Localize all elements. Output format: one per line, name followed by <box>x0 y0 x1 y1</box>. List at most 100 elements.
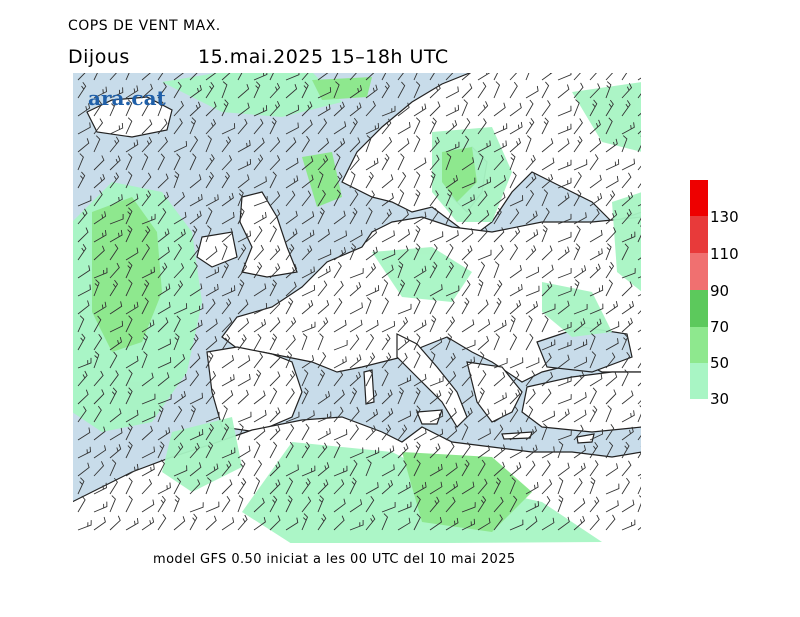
wind-barb <box>221 72 232 81</box>
wind-barb <box>173 81 182 99</box>
wind-barb <box>509 81 518 99</box>
wind-barb <box>397 122 411 135</box>
wind-barb <box>173 516 186 531</box>
wind-barb <box>221 496 231 513</box>
wind-barb <box>541 410 555 423</box>
wind-barb <box>173 353 186 369</box>
wind-barb <box>381 174 394 189</box>
wind-barb <box>493 154 504 171</box>
wind-barb <box>77 171 86 189</box>
forecast-day: Dijous <box>68 46 130 68</box>
wind-barb <box>461 518 476 531</box>
wind-barb <box>205 515 217 531</box>
wind-barb <box>157 228 170 243</box>
wind-barb <box>541 100 551 117</box>
wind-barb <box>317 428 331 441</box>
wind-barb <box>397 375 412 387</box>
wind-barb <box>77 315 85 333</box>
wind-barb <box>637 495 642 513</box>
wind-barb <box>221 333 231 351</box>
wind-barb <box>221 517 235 531</box>
wind-barb <box>365 514 376 531</box>
wind-barb <box>461 423 469 441</box>
wind-barb <box>77 122 91 135</box>
wind-barb <box>493 123 508 135</box>
wind-barb <box>205 501 220 513</box>
wind-barb <box>285 210 298 225</box>
wind-barb <box>525 135 532 153</box>
wind-barb <box>589 138 602 153</box>
wind-barb <box>141 411 156 423</box>
wind-barb <box>381 369 389 387</box>
wind-barb <box>269 137 281 153</box>
wind-barb <box>605 321 620 333</box>
wind-barb <box>93 351 100 369</box>
wind-barb <box>573 243 581 261</box>
wind-barb <box>189 462 202 477</box>
wind-barb <box>205 266 220 279</box>
wind-barb <box>413 513 421 531</box>
wind-barb <box>109 87 124 99</box>
wind-barb <box>525 333 534 351</box>
wind-barb <box>573 136 583 153</box>
wind-barb <box>509 477 516 495</box>
wind-barb <box>157 482 171 495</box>
wind-barb <box>477 101 489 117</box>
sicily <box>416 409 443 425</box>
wind-barb <box>381 192 394 207</box>
wind-barb <box>157 136 168 153</box>
wind-barb <box>541 245 553 261</box>
wind-barb <box>317 514 327 531</box>
iberia <box>206 346 303 433</box>
wind-barb <box>621 158 635 171</box>
wind-barb <box>477 387 485 405</box>
wind-barb <box>221 355 235 369</box>
wind-barb <box>157 317 169 333</box>
wind-barb <box>317 87 332 99</box>
gust-zones-50-70 <box>92 77 532 532</box>
wind-barb <box>557 192 570 207</box>
wind-barb <box>301 321 316 333</box>
wind-barb <box>77 195 92 207</box>
wind-barb <box>301 284 316 297</box>
wind-barb <box>317 495 324 513</box>
wind-barb <box>461 502 476 513</box>
wind-barb <box>413 387 421 405</box>
wind-barb <box>541 225 548 243</box>
wind-barb <box>605 138 618 153</box>
wind-barb <box>109 155 121 171</box>
wind-barb <box>77 284 91 297</box>
wind-barb <box>477 118 487 135</box>
wind-barb <box>77 462 90 477</box>
wind-barb <box>125 85 139 99</box>
wind-barb <box>429 376 444 387</box>
wind-barb <box>333 319 347 333</box>
wind-barb <box>221 212 235 225</box>
wind-barb <box>317 118 328 135</box>
wind-barb <box>333 172 343 189</box>
wind-barb <box>525 315 533 333</box>
wind-barb <box>381 81 390 99</box>
wind-barb <box>573 515 586 531</box>
wind-barb <box>637 164 642 171</box>
wind-barb <box>605 352 616 369</box>
wind-barb <box>493 280 503 297</box>
wind-barb <box>397 424 408 441</box>
wind-barb <box>205 207 213 225</box>
wind-barb <box>205 388 216 405</box>
wind-barb <box>605 441 614 459</box>
wind-barb <box>445 298 455 315</box>
wind-barb <box>333 121 347 135</box>
wind-barb <box>333 189 341 207</box>
wind-barb <box>285 388 295 405</box>
wind-barb <box>429 190 439 207</box>
forecast-time: Dijous 15.mai.2025 15–18h UTC <box>68 46 449 68</box>
wind-barb <box>461 481 475 495</box>
wind-barb <box>621 100 631 117</box>
wind-barb <box>205 423 214 441</box>
wind-barb <box>253 333 262 351</box>
wind-barb <box>541 173 554 189</box>
wind-barb <box>461 157 475 171</box>
wind-barb <box>93 118 104 135</box>
wind-barb <box>189 479 201 495</box>
